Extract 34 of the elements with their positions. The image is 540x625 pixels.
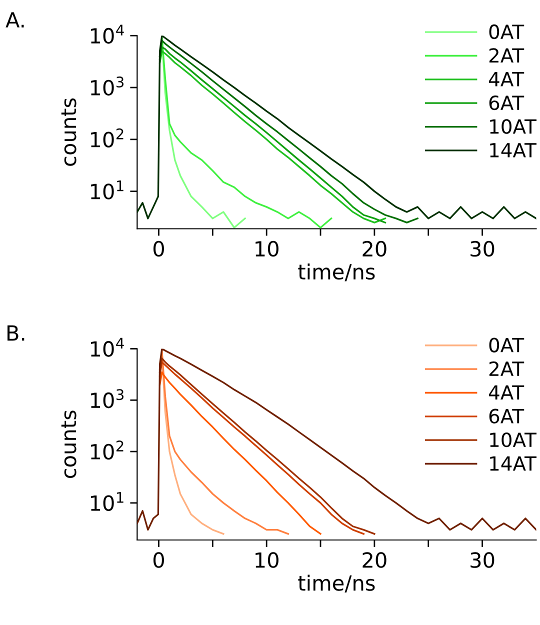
y-axis-title: counts — [61, 410, 76, 478]
legend-label: 10AT — [490, 119, 536, 134]
y-tick-label: 10$^{2}$ — [90, 128, 124, 148]
chart-title: A. — [6, 12, 24, 28]
x-tick-label: 10 — [256, 240, 278, 257]
y-tick-label: 10$^{1}$ — [90, 492, 124, 511]
legend-label: 14AT — [490, 143, 536, 158]
y-tick-label: 10$^{4}$ — [90, 24, 124, 44]
legend-label: 4AT — [488, 72, 524, 86]
y-axis-title: counts — [61, 98, 76, 166]
legend-label: 6AT — [489, 95, 524, 110]
legend-label: 6AT — [489, 408, 524, 424]
x-tick-label: 10 — [256, 552, 278, 568]
x-tick-label: 0 — [153, 552, 164, 568]
x-axis-title: time/ns — [298, 263, 375, 282]
y-tick-label: 10$^{2}$ — [90, 440, 124, 460]
y-tick-label: 10$^{4}$ — [90, 338, 124, 357]
legend-label: 0AT — [489, 24, 524, 40]
x-tick-label: 20 — [362, 552, 386, 568]
x-tick-label: 30 — [470, 552, 494, 568]
chart-title: B. — [8, 325, 24, 341]
legend-label: 10AT — [490, 432, 536, 448]
legend-label: 14AT — [490, 456, 536, 471]
x-axis-title: time/ns — [298, 574, 375, 593]
x-tick-label: 30 — [470, 240, 494, 257]
legend-label: 2AT — [489, 48, 524, 63]
y-tick-label: 10$^{3}$ — [90, 389, 124, 408]
y-tick-label: 10$^{3}$ — [90, 76, 124, 96]
y-tick-label: 10$^{1}$ — [90, 180, 124, 200]
x-tick-label: 20 — [362, 240, 386, 257]
legend-label: 4AT — [488, 385, 524, 400]
x-tick-label: 0 — [153, 240, 164, 257]
legend-label: 0AT — [489, 338, 524, 352]
legend-label: 2AT — [489, 361, 524, 376]
